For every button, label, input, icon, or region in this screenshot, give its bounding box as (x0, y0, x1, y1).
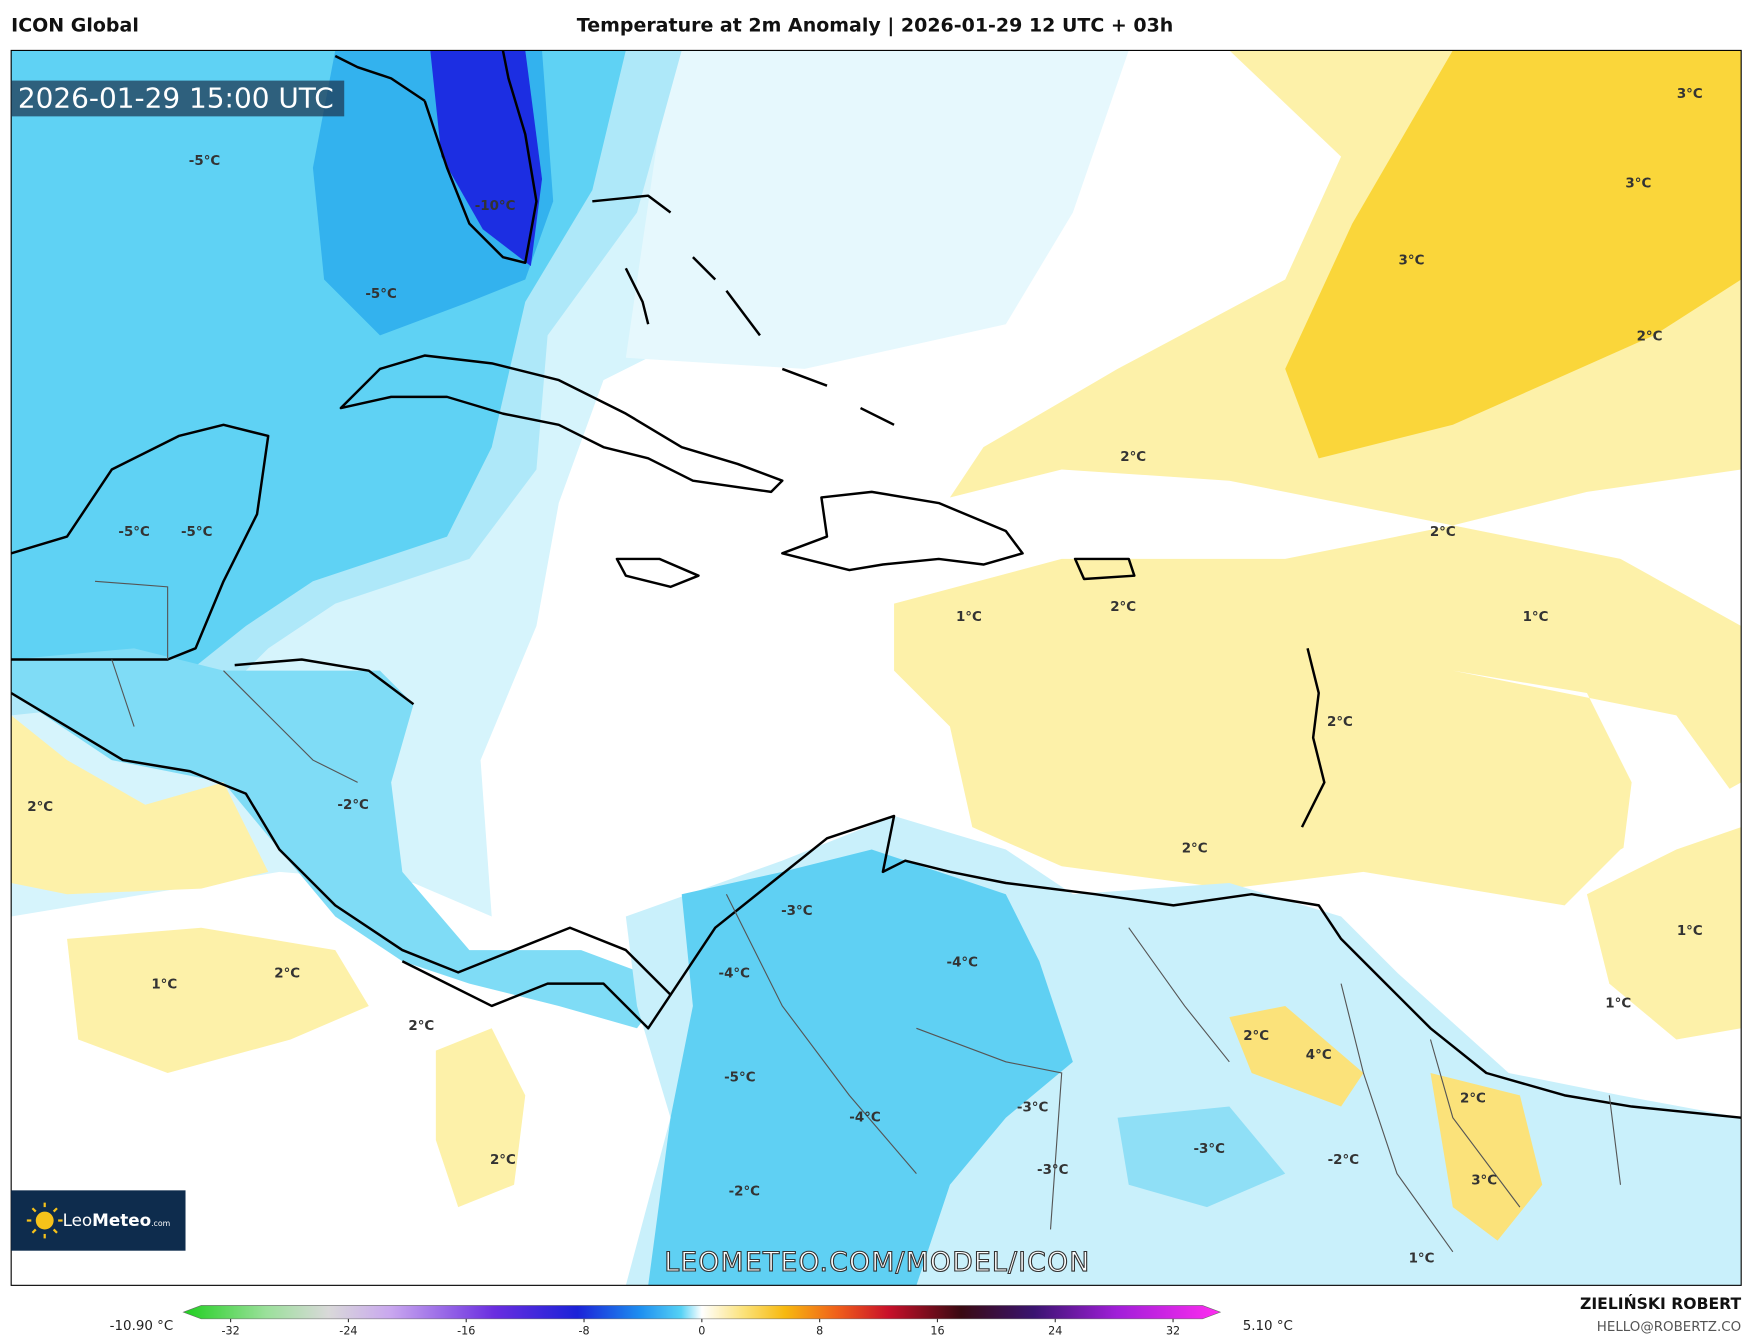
contour-label: -2°C (1328, 1153, 1359, 1168)
contour-label: 3°C (1677, 87, 1703, 102)
logo-sun (35, 1211, 54, 1230)
contour-label: 3°C (1471, 1173, 1497, 1188)
map-frame (10, 49, 1742, 1286)
contour-label: -4°C (719, 967, 750, 982)
contour-label: 1°C (1523, 610, 1549, 625)
contour-label: 4°C (1306, 1048, 1332, 1063)
tick-label: 8 (816, 1325, 823, 1338)
logo-text: LeoMeteo.com (63, 1210, 171, 1230)
anomaly-faint-blue (625, 50, 1129, 369)
contour-label: -3°C (1017, 1101, 1048, 1116)
contour-label: 2°C (1120, 450, 1146, 465)
contour-label: 2°C (1327, 715, 1353, 730)
contour-label: -3°C (1193, 1142, 1224, 1157)
model-name: ICON Global (11, 14, 139, 36)
contour-label: 3°C (1625, 176, 1651, 191)
coastline (669, 814, 1742, 1119)
anomaly-deep-blue (430, 50, 543, 267)
coastline (11, 691, 672, 1030)
country-border (94, 580, 1622, 1253)
contour-label: -5°C (189, 154, 220, 169)
valid-time: 2026-01-29 15:00 UTC (18, 81, 334, 114)
author: ZIELIŃSKI ROBERT (1580, 1294, 1742, 1313)
tick-label: -16 (457, 1325, 475, 1338)
anomaly-land-cyan (648, 849, 1073, 1286)
contour-label: 2°C (1430, 525, 1456, 540)
tick-label: 16 (930, 1325, 944, 1338)
anomaly-pale-yellow (67, 927, 369, 1074)
colorbar: -32 -24 -16 -8 0 8 16 24 32 (182, 1305, 1222, 1338)
coastline (1073, 557, 1136, 581)
contour-label: 1°C (1605, 997, 1631, 1012)
coastline (1300, 648, 1326, 828)
contour-label: 2°C (1110, 600, 1136, 615)
tick-label: -8 (578, 1325, 589, 1338)
anomaly-pale-yellow (435, 1028, 526, 1208)
contour-label: 2°C (1243, 1029, 1269, 1044)
contour-label: 1°C (1409, 1252, 1435, 1267)
contour-label: 2°C (27, 800, 53, 815)
logo-rays (26, 1202, 63, 1239)
coastline (423, 50, 538, 264)
contour-label: -2°C (729, 1184, 760, 1199)
contour-label: -4°C (947, 955, 978, 970)
watermark: LEOMETEO.COM/MODEL/ICON (664, 1247, 1090, 1278)
contour-label: 2°C (408, 1019, 434, 1034)
coastline (781, 490, 1024, 572)
colorbar-bar (182, 1305, 1222, 1320)
tick-label: -32 (221, 1325, 239, 1338)
anomaly-land-yellow (1229, 1005, 1364, 1107)
logo-suffix: .com (151, 1219, 170, 1228)
anomaly-land-blue (1117, 1106, 1286, 1208)
coastline (592, 194, 895, 426)
contour-label: -3°C (781, 904, 812, 919)
valid-time-box (11, 80, 345, 117)
colorbar-max-label: 5.10 °C (1243, 1319, 1293, 1334)
contour-label: -5°C (118, 525, 149, 540)
tick-label: -24 (339, 1325, 357, 1338)
contour-label: 2°C (1637, 330, 1663, 345)
tick-label: 32 (1166, 1325, 1180, 1338)
anomaly-land-cyan (11, 648, 671, 1029)
map-field (11, 50, 1742, 1286)
coastline (234, 658, 415, 706)
contour-label: 1°C (151, 978, 177, 993)
contour-label: 2°C (1460, 1092, 1486, 1107)
contour-label: 2°C (274, 967, 300, 982)
tick-label: 24 (1048, 1325, 1062, 1338)
logo-name-bold: Meteo (92, 1210, 151, 1230)
coastline (334, 54, 426, 102)
logo-name: Leo (63, 1210, 93, 1230)
coastline (615, 557, 700, 589)
contour-label: -5°C (724, 1070, 755, 1085)
coastline (11, 423, 270, 661)
contour-label: -4°C (849, 1111, 880, 1126)
colorbar-min-label: -10.90 °C (110, 1319, 174, 1334)
coastline (339, 354, 784, 494)
contour-label: -5°C (365, 287, 396, 302)
email: HELLO@ROBERTZ.CO (1597, 1320, 1741, 1335)
anomaly-yellow (1285, 50, 1742, 459)
anomaly-pale-yellow (1586, 827, 1742, 1040)
contour-label: 1°C (956, 610, 982, 625)
contour-label: 2°C (490, 1153, 516, 1168)
contour-label: -10°C (475, 199, 516, 214)
anomaly-pale-yellow (894, 525, 1742, 906)
contour-labels: -5°C -10°C -5°C -5°C -5°C 3°C 3°C 3°C 2°C 2°C 2°C 1… (27, 87, 1702, 1267)
tick-label: 0 (698, 1325, 705, 1338)
contour-label: 3°C (1399, 254, 1425, 269)
contour-label: 2°C (1182, 841, 1208, 856)
anomaly-pale-yellow (11, 715, 269, 895)
contour-label: -5°C (181, 525, 212, 540)
contour-label: 1°C (1677, 924, 1703, 939)
map-title: Temperature at 2m Anomaly | 2026-01-29 1… (577, 14, 1174, 36)
contour-label: -3°C (1037, 1163, 1068, 1178)
contour-label: -2°C (337, 798, 368, 813)
